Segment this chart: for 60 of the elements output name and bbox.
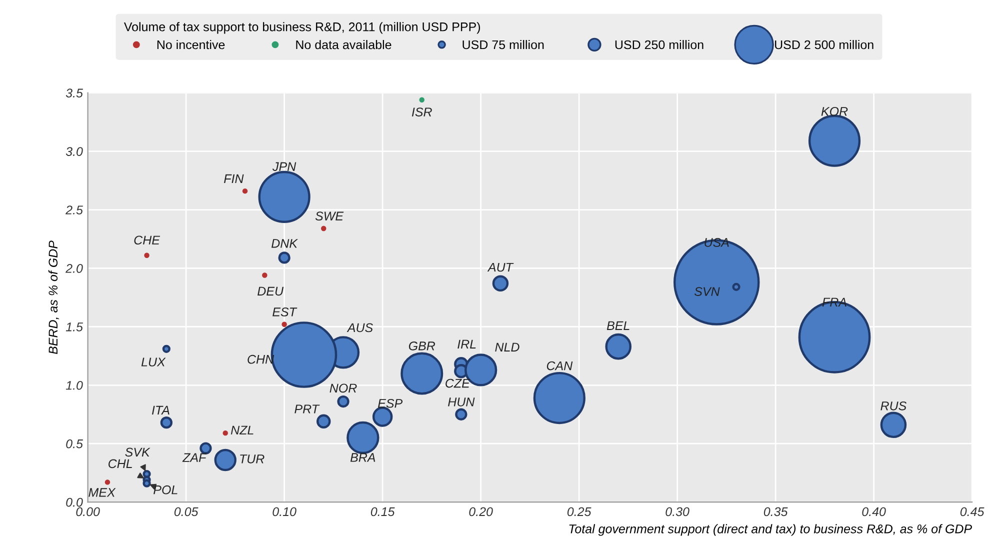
- legend-label: USD 75 million: [462, 40, 544, 50]
- annotation: ITA: [152, 406, 170, 414]
- annotation: EST: [272, 308, 298, 316]
- y-tick-label: 1.5: [66, 322, 83, 332]
- y-tick-label: 3.0: [66, 147, 83, 156]
- y-tick-label: 0.0: [66, 498, 83, 507]
- x-axis-title: Total government support (direct and tax) to business R&D, as % of GDP: [569, 524, 972, 536]
- x-tick-label: 0.00: [76, 507, 100, 516]
- x-tick-label: 0.05: [174, 507, 198, 516]
- annotation: MEX: [88, 488, 116, 497]
- x-tick-label: 0.20: [469, 507, 493, 516]
- legend-title: Volume of tax support to business R&D, 2011 (million USD PPP): [124, 22, 480, 34]
- annotation: BEL: [606, 321, 630, 330]
- annotation: LUX: [141, 358, 166, 366]
- annotation: BRA: [350, 453, 376, 462]
- annotation: PRT: [294, 404, 320, 414]
- annotation: AUS: [346, 323, 373, 332]
- legend-label: No incentive: [157, 40, 225, 50]
- y-tick-label: 2.5: [66, 206, 83, 214]
- y-tick-label: 3.5: [66, 88, 83, 98]
- annotation: FIN: [224, 174, 244, 183]
- legend-label: No data available: [296, 40, 392, 50]
- annotation: AUT: [487, 262, 514, 272]
- annotation: DEU: [258, 286, 284, 296]
- legend-label: USD 250 million: [615, 40, 704, 50]
- annotation: SWE: [315, 212, 344, 220]
- y-tick-label: 1.0: [66, 380, 83, 390]
- annotation: CHL: [108, 459, 132, 468]
- annotation: ESP: [378, 398, 403, 408]
- annotation: CHE: [134, 236, 160, 245]
- annotation: CZE: [446, 378, 470, 388]
- annotation: TUR: [240, 454, 264, 464]
- x-tick-label: 0.45: [960, 507, 984, 516]
- annotation: USA: [704, 238, 729, 247]
- y-tick-label: 2.0: [66, 264, 83, 273]
- legend-label: USD 2 500 million: [775, 40, 874, 50]
- x-tick-label: 0.10: [272, 507, 296, 516]
- annotation: SVN: [694, 287, 720, 296]
- x-tick-label: 0.25: [567, 507, 592, 516]
- x-tick-label: 0.40: [862, 507, 886, 516]
- annotation: NZL: [230, 426, 254, 434]
- annotation: CAN: [546, 361, 573, 370]
- x-tick-label: 0.35: [764, 507, 788, 516]
- y-axis-title: BERD, as % of GDP: [48, 240, 60, 354]
- x-tick-label: 0.15: [370, 507, 395, 516]
- annotation: HUN: [448, 398, 475, 406]
- annotation: KOR: [821, 106, 848, 116]
- x-tick-label: 0.30: [666, 507, 690, 516]
- annotation: GBR: [408, 342, 436, 350]
- annotation: NOR: [330, 384, 357, 393]
- annotation: ISR: [412, 108, 432, 116]
- annotation: IRL: [458, 340, 476, 348]
- annotation: NLD: [495, 342, 520, 352]
- y-tick-label: 0.5: [66, 439, 83, 448]
- annotation: DNK: [272, 239, 298, 248]
- annotation: ZAF: [182, 453, 207, 462]
- annotation: POL: [154, 485, 178, 494]
- annotation: JPN: [272, 162, 296, 171]
- annotation: SVK: [125, 448, 150, 457]
- annotation: RUS: [880, 401, 907, 410]
